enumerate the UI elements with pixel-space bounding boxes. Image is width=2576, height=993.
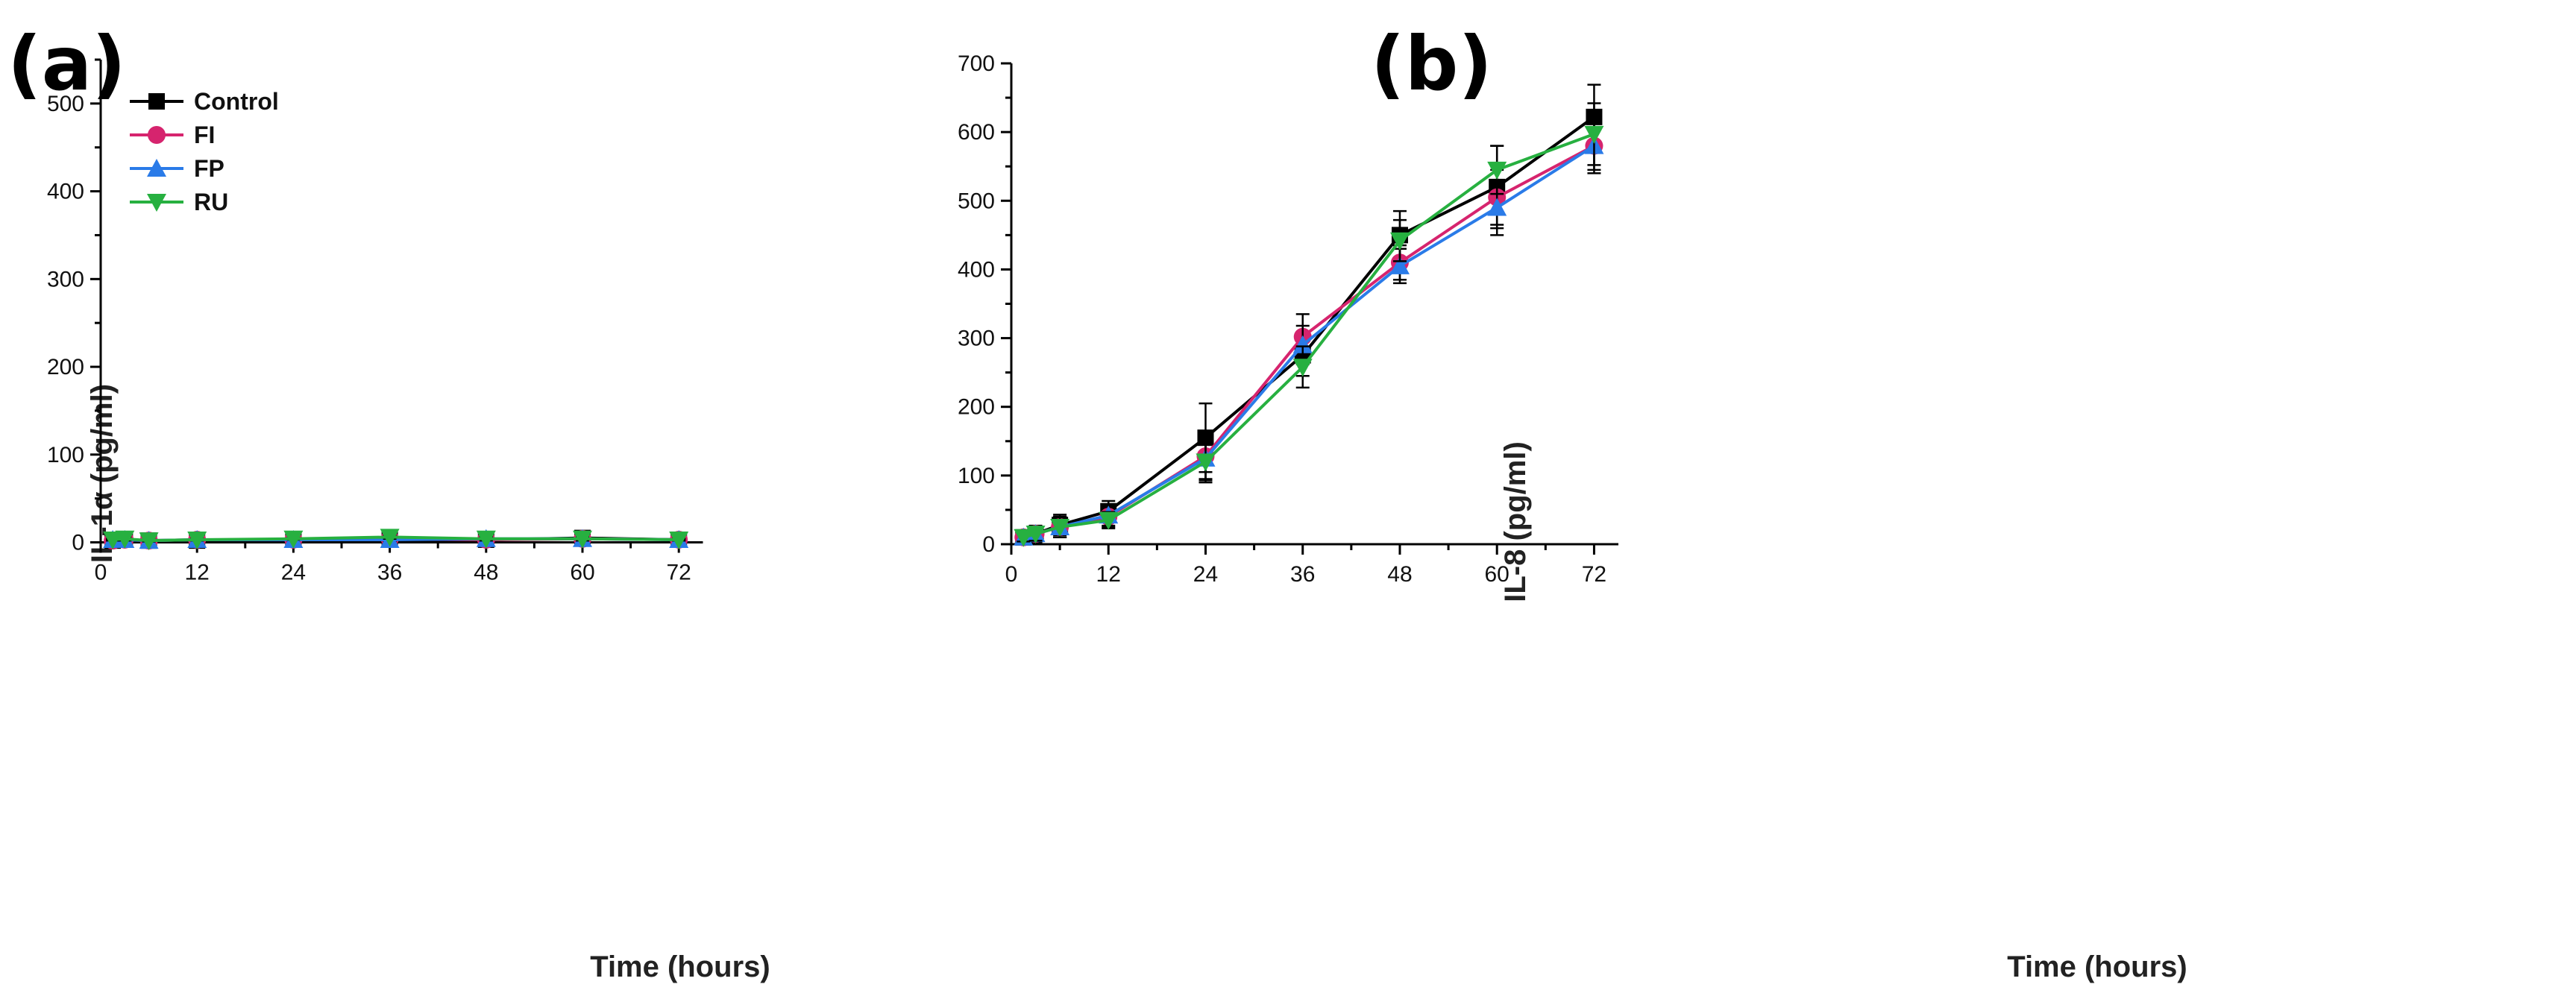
panel-a-point-ru <box>476 530 496 549</box>
panel-b-y-tick-label: 0 <box>982 532 995 557</box>
panel-a-y-tick-label: 0 <box>72 531 84 555</box>
panel-a-point-ru <box>380 529 400 547</box>
panel-b-point-ru <box>1099 511 1119 530</box>
panel-b-x-tick-label: 36 <box>1290 562 1315 587</box>
panel-b-point-ru <box>1014 529 1034 547</box>
panel-a-point-ru <box>103 531 123 549</box>
legend-label-fi: FI <box>194 122 215 148</box>
legend-label-fp: FP <box>194 155 224 182</box>
panel-a-y-tick-label: 200 <box>47 355 84 379</box>
panel-b-x-tick-label: 48 <box>1387 562 1412 587</box>
panel-b-y-axis-label: IL-8 (pg/ml) <box>1499 441 1532 602</box>
panel-a-point-ru <box>573 530 592 549</box>
panel-a-x-tick-label: 36 <box>377 561 402 585</box>
legend-marker-fp <box>147 159 166 177</box>
panel-a-x-tick-label: 12 <box>185 561 210 585</box>
panel-b-point-ru <box>1389 232 1410 250</box>
panel-b-point-ru <box>1196 453 1216 472</box>
panel-b-y-tick-label: 200 <box>958 395 995 420</box>
panel-a-label: (a) <box>7 20 126 107</box>
panel-a-x-tick-label: 48 <box>474 561 498 585</box>
panel-b-x-tick-label: 60 <box>1485 562 1510 587</box>
panel-b-y-tick-label: 100 <box>958 464 995 488</box>
panel-b: (b) IL-8 (pg/ml) Time (hours) 0 100 200 300… <box>958 20 2187 983</box>
panel-b-point-ru <box>1584 125 1604 144</box>
panel-b-x-tick-label: 12 <box>1096 562 1121 587</box>
panel-a-x-tick-label: 72 <box>667 561 691 585</box>
panel-a-series-ru <box>103 529 689 551</box>
panel-b-plot: 0 100 200 300 400 500 600 700 0 12 24 36 48 60 72 <box>958 51 1618 587</box>
panel-a-point-ru <box>139 532 159 551</box>
legend-marker-ru <box>147 194 166 212</box>
panel-b-point-ru <box>1050 518 1070 537</box>
panel-b-y-tick-label: 500 <box>958 189 995 213</box>
panel-a-y-tick-label: 400 <box>47 180 84 204</box>
panel-a-point-ru <box>283 530 304 549</box>
legend-marker-fi <box>148 126 166 144</box>
panel-b-y-tick-label: 300 <box>958 327 995 351</box>
panel-a-y-tick-label: 100 <box>47 443 84 467</box>
panel-a-x-tick-label: 24 <box>281 561 306 585</box>
panel-b-point-ru <box>1487 161 1507 180</box>
panel-a-x-axis-label: Time (hours) <box>590 951 770 983</box>
panel-b-point-fp <box>1292 335 1313 353</box>
panel-b-y-tick-label: 600 <box>958 120 995 145</box>
panel-b-point-ru <box>1025 526 1046 544</box>
panel-b-series-ru <box>1014 102 1604 547</box>
panel-b-point-fp <box>1487 198 1507 216</box>
panel-b-x-tick-label: 72 <box>1582 562 1606 587</box>
panel-a: (a) IL-1α (pg/ml) Time (hours) 010020030… <box>7 20 770 983</box>
panel-b-x-tick-label: 0 <box>1005 562 1018 587</box>
legend-label-ru: RU <box>194 189 228 215</box>
panel-a-legend: Control FI FP RU <box>130 88 279 215</box>
panel-a-y-tick-label: 500 <box>47 92 84 116</box>
panel-a-point-ru <box>115 530 135 549</box>
panel-a-plot: 0 100 200 300 400 500 0 12 24 36 48 60 72 Control FI FP… <box>47 58 703 585</box>
panel-a-x-tick-label: 0 <box>95 561 107 585</box>
panel-b-point-fp <box>1389 256 1410 274</box>
panel-a-y-tick-label: 300 <box>47 267 84 291</box>
panel-a-point-ru <box>669 531 689 549</box>
panel-b-label: (b) <box>1371 20 1492 107</box>
panel-a-point-ru <box>187 531 207 549</box>
legend-label-control: Control <box>194 88 279 115</box>
legend-marker-control <box>148 93 165 110</box>
panel-b-y-tick-label: 700 <box>958 51 995 76</box>
panel-b-y-tick-label: 400 <box>958 257 995 282</box>
panel-b-point-ru <box>1292 359 1313 377</box>
panel-b-x-tick-label: 24 <box>1193 562 1218 587</box>
panel-a-x-tick-label: 60 <box>570 561 594 585</box>
panel-b-x-axis-label: Time (hours) <box>2007 951 2187 983</box>
